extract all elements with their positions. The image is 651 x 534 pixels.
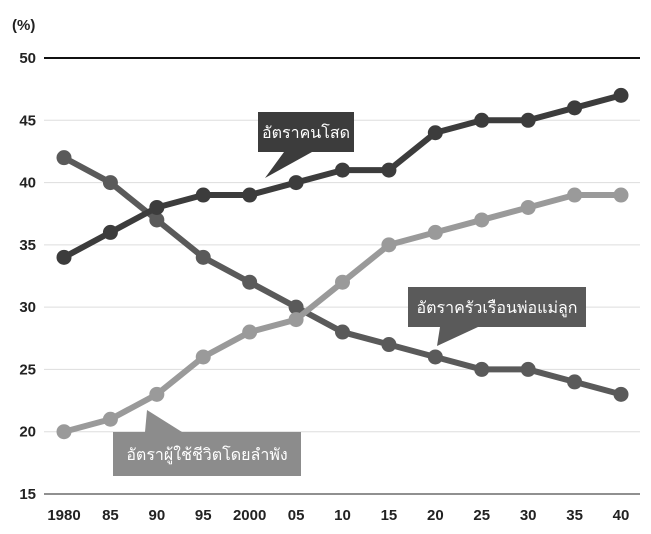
series-2-point [520, 361, 536, 377]
callout-pointer-2 [437, 327, 478, 346]
x-tick-label: 20 [427, 507, 444, 524]
series-1-point [567, 100, 583, 116]
x-tick-label: 35 [566, 507, 583, 524]
callout-box-3 [113, 432, 301, 476]
x-tick-label: 1980 [47, 507, 80, 524]
series-1-point [56, 249, 72, 265]
callout-label-3: อัตราผู้ใช้ชีวิตโดยลำพัง [126, 445, 287, 465]
series-1-point [613, 87, 629, 103]
series-2-point [195, 249, 211, 265]
series-2-point [335, 324, 350, 340]
callout-box-2 [408, 287, 586, 327]
y-tick-label: 40 [19, 175, 36, 192]
y-tick-label: 20 [19, 424, 36, 441]
series-1-point [149, 199, 165, 215]
y-tick-label: 45 [19, 112, 36, 129]
series-1-point [335, 162, 350, 178]
series-3-point [613, 187, 629, 203]
series-2-point [288, 299, 304, 315]
series-3-point [56, 424, 72, 440]
y-tick-label: 35 [19, 237, 36, 254]
callout-pointer-3 [145, 410, 182, 432]
x-tick-label: 95 [195, 507, 212, 524]
series-3-point [474, 212, 490, 228]
series-2-point [474, 361, 490, 377]
series-3-point [567, 187, 583, 203]
series-3-point [520, 199, 536, 215]
y-tick-label: 15 [19, 486, 36, 503]
callout-box-1 [258, 112, 354, 152]
series-1-point [195, 187, 211, 203]
callout-pointer-1 [265, 152, 312, 178]
y-tick-label: 50 [19, 50, 36, 67]
y-unit-label: (%) [12, 17, 35, 34]
series-2-point [613, 386, 629, 402]
series-1-point [242, 187, 258, 203]
series-2-point [567, 374, 583, 390]
series-3-point [381, 237, 397, 253]
series-3-point [288, 312, 304, 328]
x-tick-label: 2000 [233, 507, 266, 524]
callout-label-2: อัตราครัวเรือนพ่อแม่ลูก [417, 298, 578, 318]
y-tick-label: 25 [19, 361, 36, 378]
series-3-point [102, 411, 118, 427]
series-2-point [427, 349, 443, 365]
series-3-point [195, 349, 211, 365]
x-tick-label: 10 [334, 507, 351, 524]
series-1-point [288, 175, 304, 191]
series-2-point [381, 337, 397, 353]
series-1-point [381, 162, 397, 178]
x-tick-label: 85 [102, 507, 119, 524]
series-2-point [56, 150, 72, 166]
x-tick-label: 25 [473, 507, 490, 524]
series-3-point [427, 224, 443, 240]
series-3-point [335, 274, 350, 290]
series-2-point [149, 212, 165, 228]
y-tick-label: 30 [19, 299, 36, 316]
x-tick-label: 40 [613, 507, 630, 524]
callout-label-1: อัตราคนโสด [262, 123, 350, 142]
series-3-point [149, 386, 165, 402]
x-tick-label: 05 [288, 507, 305, 524]
series-1-point [520, 112, 536, 128]
x-tick-label: 15 [381, 507, 398, 524]
x-tick-label: 90 [148, 507, 165, 524]
series-1-point [102, 224, 118, 240]
series-1-point [474, 112, 490, 128]
series-1-point [427, 125, 443, 141]
series-3-point [242, 324, 258, 340]
x-tick-label: 30 [520, 507, 537, 524]
series-2-point [242, 274, 258, 290]
series-2-point [102, 175, 118, 191]
